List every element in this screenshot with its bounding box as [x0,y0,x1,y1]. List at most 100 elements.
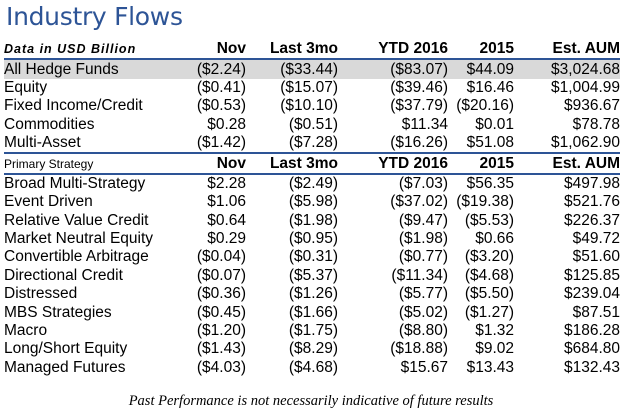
table-cell: $51.08 [466,134,514,152]
row-label: Macro [4,322,48,340]
table-cell: $497.98 [563,174,620,192]
table-cell: $13.43 [466,358,514,376]
table-cell: ($0.04) [196,248,246,266]
table-cell: ($0.31) [288,248,338,266]
table-cell: ($1.75) [288,322,338,340]
table-cell: ($4.68) [464,266,514,284]
table-header-row: Primary Strategy Nov Last 3mo YTD 2016 2015 E… [4,152,620,175]
industry-flows-table: Data in USD Billion Nov Last 3mo YTD 2016 20… [4,40,620,377]
table-cell: ($7.03) [398,174,448,192]
row-label: Commodities [4,115,95,133]
table-cell: ($8.29) [288,340,338,358]
table-cell: ($1.26) [288,285,338,303]
row-label: MBS Strategies [4,303,112,321]
table-cell: $1.06 [207,193,246,211]
table-cell: ($5.02) [398,303,448,321]
table-cell: ($9.47) [398,211,448,229]
table-row: Relative Value Credit $0.64 ($1.98) ($9.47)… [4,212,620,230]
table-cell: ($18.88) [390,340,448,358]
table-cell: $9.02 [475,340,514,358]
column-header: Last 3mo [246,152,338,175]
row-label: Distressed [4,285,78,303]
row-label: Directional Credit [4,266,123,284]
table-cell: $125.85 [563,266,620,284]
table-cell: ($37.79) [390,97,448,115]
table-cell: ($0.41) [196,78,246,96]
row-label: Event Driven [4,193,93,211]
table-row: Directional Credit ($0.07) ($5.37) ($11.34)… [4,267,620,285]
table-row: Distressed ($0.36) ($1.26) ($5.77) ($5.50) $2… [4,285,620,303]
table-row: Macro ($1.20) ($1.75) ($8.80) $1.32 $186.28 [4,322,620,340]
table-cell: $0.66 [475,230,514,248]
table-cell: ($0.53) [196,97,246,115]
table-cell: $132.43 [563,358,620,376]
table-cell: $2.28 [207,174,246,192]
table-cell: $0.64 [207,211,246,229]
table-cell: $0.29 [207,230,246,248]
table-cell: ($5.37) [288,266,338,284]
table-cell: $78.78 [572,115,620,133]
table-row: All Hedge Funds ($2.24) ($33.44) ($83.07) $4… [4,59,620,79]
table-cell: ($1.27) [464,303,514,321]
column-header: 2015 [448,152,514,175]
table-row: Market Neutral Equity $0.29 ($0.95) ($1.98)… [4,230,620,248]
column-header: YTD 2016 [338,152,448,175]
table-cell: ($7.28) [288,134,338,152]
table-cell: ($19.38) [456,193,514,211]
table-cell: ($1.66) [288,303,338,321]
table-row: Long/Short Equity ($1.43) ($8.29) ($18.88) $… [4,340,620,358]
header-label: Primary Strategy [4,152,174,175]
table-cell: $239.04 [563,285,620,303]
row-label: Fixed Income/Credit [4,97,143,115]
table-cell: $1,062.90 [551,134,620,152]
table-cell: ($4.03) [196,358,246,376]
table-cell: ($39.46) [390,78,448,96]
table-cell: ($11.34) [391,266,448,284]
table-row: Event Driven $1.06 ($5.98) ($37.02) ($19.38)… [4,193,620,211]
table-cell: ($0.45) [196,303,246,321]
table-cell: $51.60 [572,248,620,266]
row-label: Equity [4,78,48,96]
column-header: Nov [174,152,246,175]
table-cell: $684.80 [563,340,620,358]
table-row: Convertible Arbitrage ($0.04) ($0.31) ($0.7… [4,248,620,266]
table-cell: ($1.98) [288,211,338,229]
table-row: Broad Multi-Strategy $2.28 ($2.49) ($7.03) $… [4,174,620,193]
table-cell: ($10.10) [280,97,338,115]
table-cell: $49.72 [572,230,620,248]
table-cell: ($3.20) [464,248,514,266]
table-cell: $87.51 [572,303,620,321]
table-cell: ($15.07) [280,78,338,96]
table-cell: ($0.07) [196,266,246,284]
row-label: Convertible Arbitrage [4,248,149,266]
table-cell: ($1.43) [196,340,246,358]
table-cell: ($20.16) [456,97,514,115]
row-label: Broad Multi-Strategy [4,174,146,192]
table-cell: ($1.20) [196,322,246,340]
table-row: Managed Futures ($4.03) ($4.68) $15.67 $13.4… [4,359,620,377]
table-cell: ($37.02) [390,193,448,211]
table-cell: $226.37 [563,211,620,229]
table-cell: $44.09 [448,59,514,79]
table-cell: ($0.36) [196,285,246,303]
row-label: Relative Value Credit [4,211,149,229]
table-cell: $56.35 [466,174,514,192]
row-label: All Hedge Funds [4,59,174,79]
header-label: Data in USD Billion [4,40,174,61]
column-header: Nov [174,40,246,61]
column-header: Est. AUM [514,152,620,175]
table-row: Equity ($0.41) ($15.07) ($39.46) $16.46 $1,00… [4,79,620,97]
row-label: Multi-Asset [4,134,81,152]
column-header: 2015 [448,40,514,61]
page-title: Industry Flows [6,2,183,31]
row-label: Long/Short Equity [4,340,128,358]
column-header: Last 3mo [246,40,338,61]
table-cell: $16.46 [466,78,514,96]
table-cell: ($1.42) [196,134,246,152]
table-cell: $1.32 [475,322,514,340]
row-label: Managed Futures [4,358,126,376]
row-label: Market Neutral Equity [4,230,154,248]
table-row: Commodities $0.28 ($0.51) $11.34 $0.01 $78.78 [4,116,620,134]
table-row: Fixed Income/Credit ($0.53) ($10.10) ($37.7… [4,97,620,115]
table-cell: ($5.53) [464,211,514,229]
